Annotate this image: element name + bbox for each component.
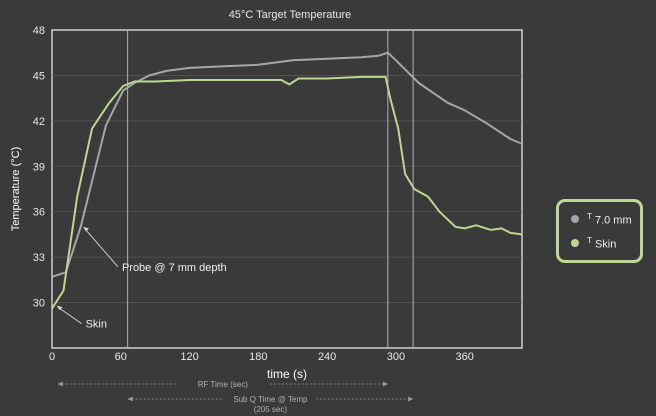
legend-marker-t-7mm bbox=[571, 215, 579, 224]
span-label: RF Time (sec) bbox=[198, 380, 249, 389]
legend-label-t-skin: T Skin bbox=[587, 236, 617, 251]
x-tick-label: 240 bbox=[318, 351, 336, 363]
x-tick-label: 300 bbox=[387, 351, 405, 363]
span-label: Sub Q Time @ Temp bbox=[233, 395, 308, 404]
annotation-arrow bbox=[58, 307, 82, 324]
legend: T 7.0 mm T Skin bbox=[556, 199, 643, 263]
time-spans: RF Time (sec) Sub Q Time @ Temp(205 sec) bbox=[57, 378, 414, 414]
series-line-t-7mm bbox=[52, 51, 522, 278]
span-arrow-left bbox=[57, 381, 63, 387]
series-line-t-skin bbox=[52, 75, 522, 310]
annotation-label: Skin bbox=[86, 319, 107, 331]
x-tick-label: 0 bbox=[49, 351, 55, 363]
plot-area bbox=[51, 29, 523, 349]
legend-item-t-7mm: T 7.0 mm bbox=[571, 212, 632, 227]
span-arrow-right bbox=[382, 381, 388, 387]
annotation-label: Probe @ 7 mm depth bbox=[122, 262, 227, 274]
y-tick-label: 33 bbox=[33, 252, 45, 264]
y-tick-label: 48 bbox=[33, 25, 45, 37]
tick-labels: 0 60 120 180 240 300 360 30 33 36 39 42 45 48 bbox=[33, 25, 474, 363]
x-tick-label: 360 bbox=[456, 351, 474, 363]
annotation-arrowhead bbox=[56, 305, 63, 311]
y-tick-label: 45 bbox=[33, 70, 45, 82]
x-tick-label: 180 bbox=[249, 351, 267, 363]
x-tick-label: 60 bbox=[115, 351, 127, 363]
y-tick-label: 42 bbox=[33, 116, 45, 128]
y-tick-label: 36 bbox=[33, 207, 45, 219]
span-label-bg bbox=[224, 393, 317, 405]
x-axis-label: time (s) bbox=[267, 367, 307, 381]
series-lines bbox=[52, 51, 522, 310]
span-label-bg bbox=[176, 378, 269, 390]
x-tick-label: 120 bbox=[180, 351, 198, 363]
chart-title: 45°C Target Temperature bbox=[229, 9, 352, 21]
legend-marker-t-skin bbox=[571, 239, 579, 248]
annotation-arrowhead bbox=[82, 226, 89, 232]
annotation-arrow bbox=[84, 228, 119, 268]
y-axis-label: Temperature (°C) bbox=[10, 147, 22, 231]
span-arrow-left bbox=[127, 396, 133, 402]
span-sublabel: (205 sec) bbox=[254, 405, 288, 414]
annotations: Probe @ 7 mm depth Skin bbox=[56, 226, 227, 331]
y-tick-label: 30 bbox=[33, 298, 45, 310]
span-arrow-right bbox=[408, 396, 414, 402]
legend-item-t-skin: T Skin bbox=[571, 236, 616, 251]
legend-label-t-7mm: T 7.0 mm bbox=[587, 212, 632, 227]
grid-lines bbox=[52, 75, 522, 303]
y-tick-label: 39 bbox=[33, 161, 45, 173]
